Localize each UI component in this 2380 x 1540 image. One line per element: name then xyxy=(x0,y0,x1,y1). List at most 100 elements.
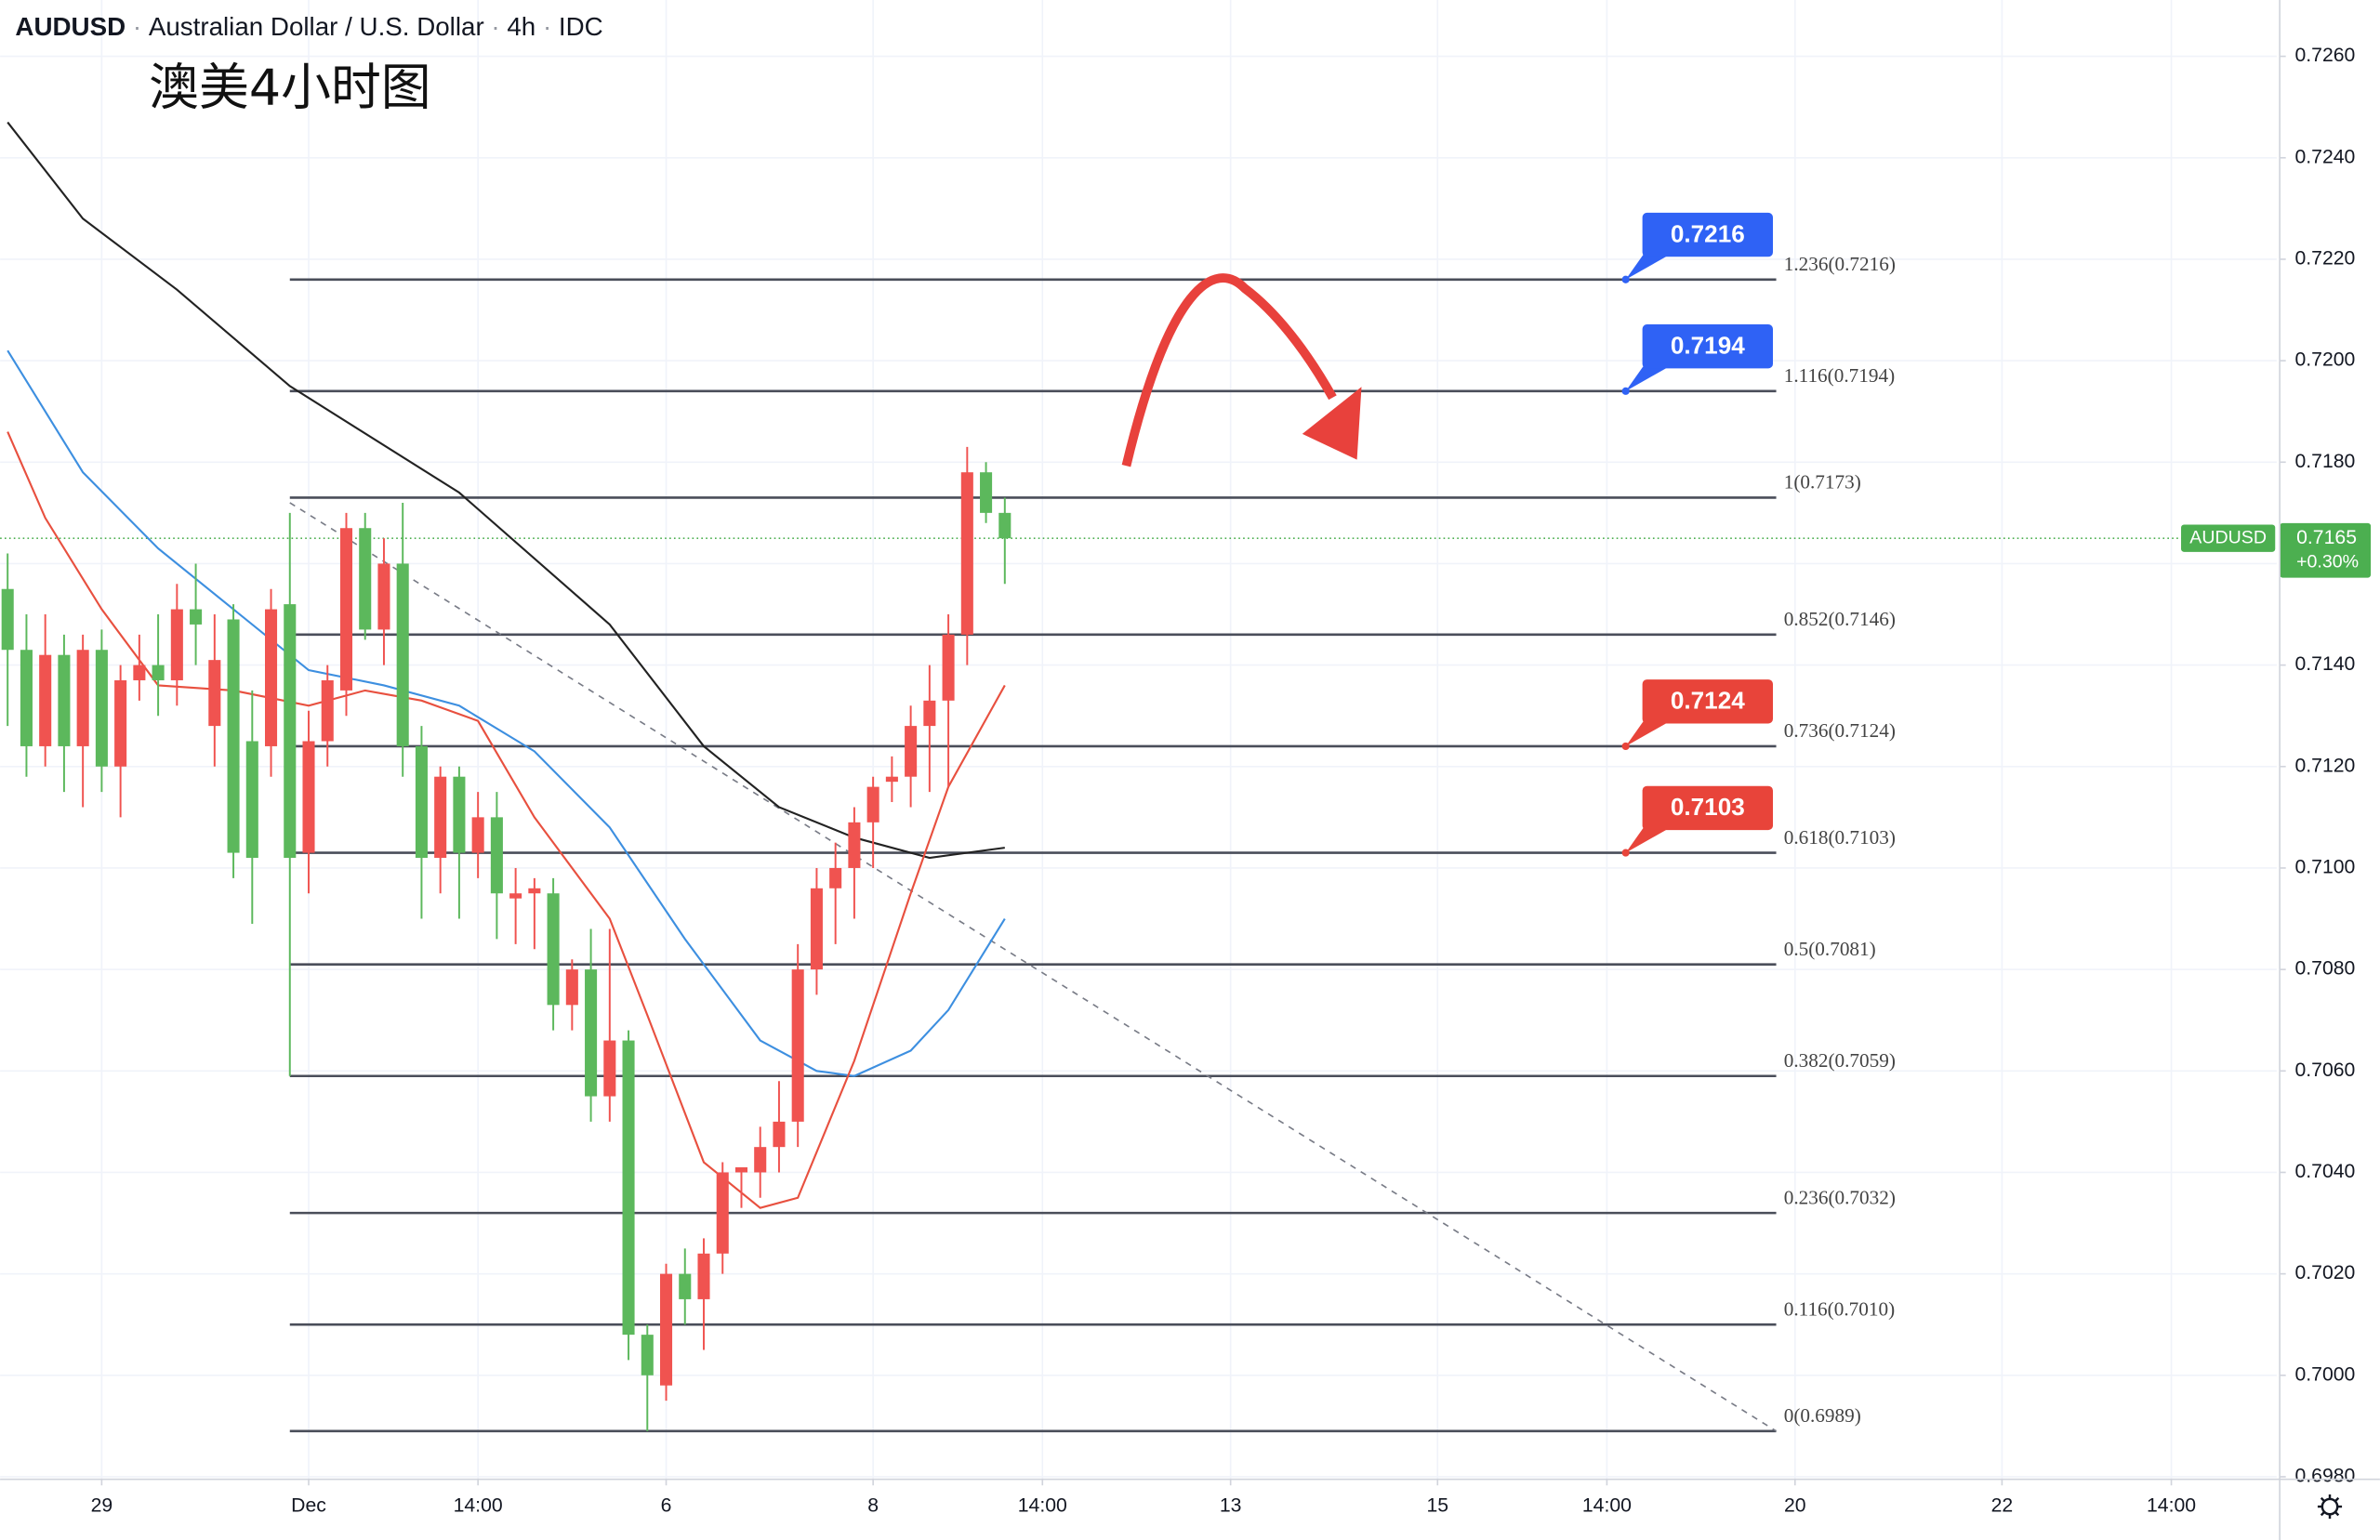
separator: · xyxy=(126,12,149,41)
symbol: AUDUSD xyxy=(15,12,126,41)
candle-body xyxy=(152,665,165,680)
price-tag-box xyxy=(1642,679,1774,724)
price-tag-box xyxy=(1642,785,1774,831)
candle-body xyxy=(565,969,578,1006)
candle-body xyxy=(265,609,278,746)
last-price-box xyxy=(2280,522,2372,578)
candle-body xyxy=(359,528,372,630)
arrow-head xyxy=(1302,387,1362,460)
fib-label: 0.618(0.7103) xyxy=(1784,826,1896,849)
candle-body xyxy=(415,745,428,859)
candle-body xyxy=(284,604,297,859)
price-tag-label: 0.7103 xyxy=(1671,793,1745,821)
y-tick-label: 0.7060 xyxy=(2294,1060,2355,1081)
y-tick-label: 0.7000 xyxy=(2294,1363,2355,1385)
moving-average xyxy=(7,349,1006,1077)
instrument-name: Australian Dollar / U.S. Dollar xyxy=(149,12,484,41)
candle-body xyxy=(528,888,541,894)
candle-body xyxy=(509,893,522,899)
fib-label: 0.382(0.7059) xyxy=(1784,1049,1896,1072)
y-tick-label: 0.7220 xyxy=(2294,248,2355,270)
annotation: 澳美4小时图 xyxy=(149,59,431,117)
candle-body xyxy=(923,700,936,727)
y-tick-label: 0.7240 xyxy=(2294,146,2355,167)
y-tick-label: 0.7020 xyxy=(2294,1262,2355,1283)
candle-body xyxy=(585,969,598,1097)
separator: · xyxy=(536,12,559,41)
candle-body xyxy=(848,822,861,868)
candle-body xyxy=(716,1172,729,1254)
separator: · xyxy=(484,12,508,41)
candle-body xyxy=(754,1147,767,1173)
last-change-label: +0.30% xyxy=(2296,551,2359,572)
price-tag-label: 0.7124 xyxy=(1671,687,1745,715)
fib-label: 1.236(0.7216) xyxy=(1784,253,1896,275)
fib-label: 1.116(0.7194) xyxy=(1784,364,1895,387)
candle-body xyxy=(133,665,146,680)
y-tick-label: 0.7100 xyxy=(2294,857,2355,878)
x-tick-label: 6 xyxy=(661,1495,672,1517)
candle-body xyxy=(773,1121,786,1148)
candle-body xyxy=(39,654,52,746)
y-tick-label: 0.7180 xyxy=(2294,451,2355,472)
candle-body xyxy=(245,741,258,859)
fib-label: 0.116(0.7010) xyxy=(1784,1297,1895,1320)
x-tick-label: 14:00 xyxy=(2147,1495,2196,1517)
symbol-tag-box xyxy=(2181,524,2276,552)
fib-label: 1(0.7173) xyxy=(1784,471,1861,494)
candle-body xyxy=(396,563,409,746)
source: IDC xyxy=(559,12,603,41)
fib-label: 0.5(0.7081) xyxy=(1784,938,1876,960)
candle-body xyxy=(679,1273,692,1299)
candle-body xyxy=(114,679,127,767)
candle-body xyxy=(960,472,973,635)
candle-body xyxy=(885,776,898,783)
candle-body xyxy=(490,817,503,894)
candle-body xyxy=(810,888,823,970)
tags: 0.7216 0.7194 0.7124 0.7103 AUDUSD 0.7165 +0.3… xyxy=(1621,212,2372,857)
candle-body xyxy=(170,609,183,680)
price-tag: 0.7124 xyxy=(1621,679,1774,751)
price-tag-pointer xyxy=(1625,720,1672,746)
price-tag-box xyxy=(1642,212,1774,257)
price-tag-label: 0.7194 xyxy=(1671,331,1745,359)
candle-body xyxy=(998,512,1012,539)
price-tag-pointer xyxy=(1625,254,1672,280)
y-tick-label: 0.6980 xyxy=(2294,1466,2355,1487)
candle-body xyxy=(76,650,89,746)
price-tag: 0.7194 xyxy=(1621,324,1774,395)
candle-body xyxy=(20,650,33,746)
candle-body xyxy=(321,679,334,742)
fib-label: 0.852(0.7146) xyxy=(1784,608,1896,630)
candle-body xyxy=(95,650,108,767)
candle-body xyxy=(453,776,466,853)
candle-body xyxy=(791,969,804,1122)
x-tick-label: 29 xyxy=(91,1495,113,1517)
price-tag-pointer xyxy=(1625,826,1672,853)
candle-body xyxy=(1,588,14,651)
y-tick-label: 0.7260 xyxy=(2294,45,2355,66)
candle-body xyxy=(377,563,390,630)
candle-body xyxy=(942,634,955,701)
x-tick-label: 14:00 xyxy=(454,1495,503,1517)
x-tick-label: 15 xyxy=(1426,1495,1448,1517)
candle-body xyxy=(434,776,447,859)
candle-body xyxy=(697,1253,710,1299)
candle-body xyxy=(190,609,203,625)
symbol-tag: AUDUSD xyxy=(2189,527,2267,547)
candle-body xyxy=(58,654,71,746)
candle-body xyxy=(641,1335,654,1375)
moving-average xyxy=(7,121,1005,860)
price-tag-dot xyxy=(1621,742,1630,751)
settings-icon[interactable] xyxy=(2317,1494,2343,1520)
candle-body xyxy=(208,660,221,727)
chart-header: AUDUSD · Australian Dollar / U.S. Dollar… xyxy=(15,12,602,41)
candle-body xyxy=(829,867,842,888)
candle-body xyxy=(227,619,240,853)
grid: 0.72600.72400.72200.72000.71800.71600.71… xyxy=(0,0,2355,1517)
price-tag-dot xyxy=(1621,387,1630,395)
price-tag-dot xyxy=(1621,275,1630,283)
x-tick-label: Dec xyxy=(291,1495,326,1517)
